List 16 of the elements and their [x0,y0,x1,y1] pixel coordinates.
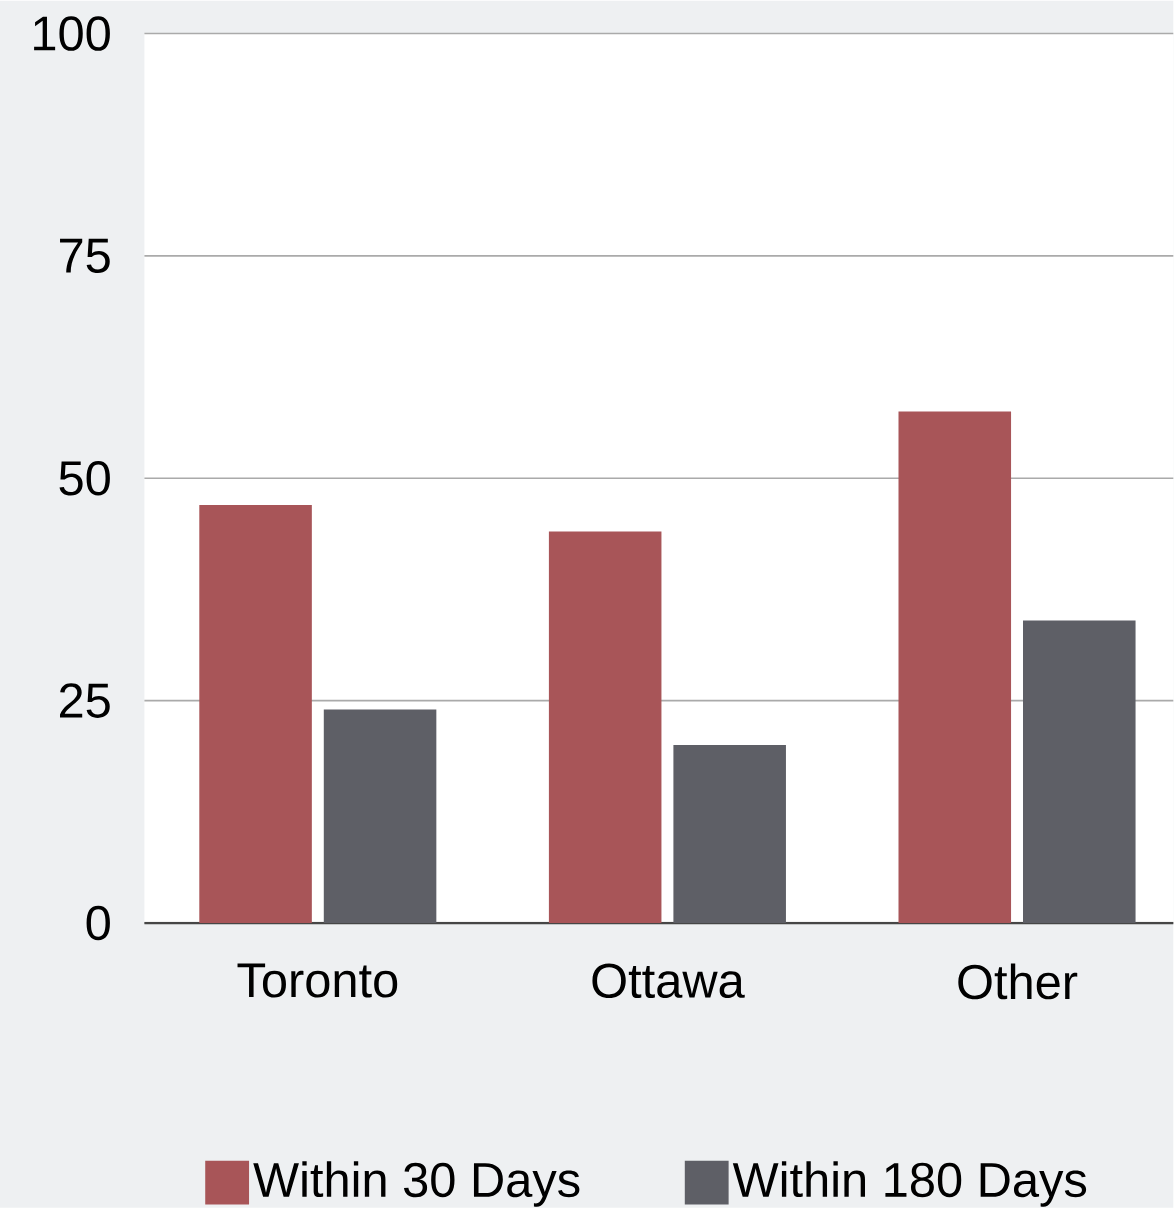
legend-label: Within 180 Days [732,1161,1086,1207]
y-tick-label: 25 [59,683,110,718]
x-tick-label: Ottawa [592,963,745,999]
y-tick-label: 75 [59,238,110,273]
y-tick-label: 100 [33,16,110,51]
legend-label: Within 30 Days [253,1161,580,1207]
x-tick-label: Toronto [237,963,397,998]
bar [548,531,662,923]
y-tick-label: 50 [59,460,110,496]
bar [898,411,1011,923]
bar [1022,620,1136,923]
x-tick-label: Other [958,963,1077,1000]
bar [323,709,437,923]
bar [673,745,786,923]
bar [199,504,312,923]
y-tick-label: 0 [86,905,110,941]
